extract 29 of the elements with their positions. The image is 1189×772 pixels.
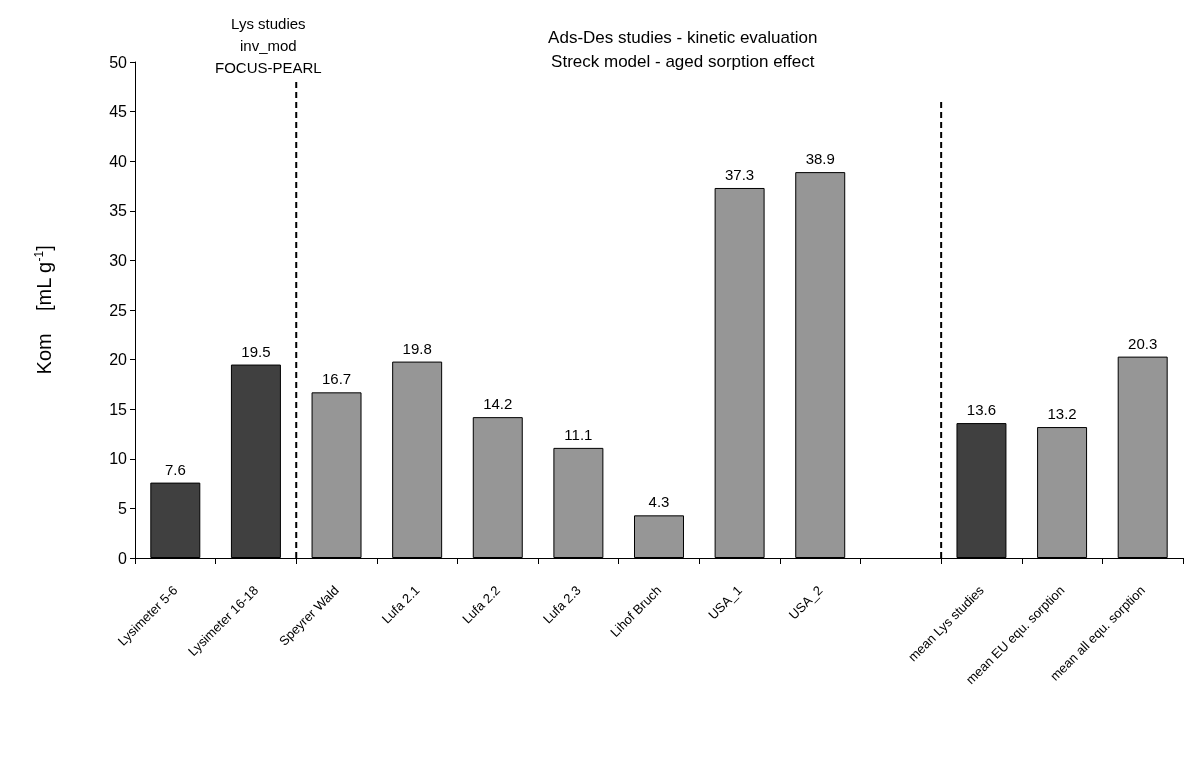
y-tick-label: 0 bbox=[118, 549, 128, 567]
y-tick-label: 50 bbox=[109, 53, 128, 71]
y-tick-label: 30 bbox=[109, 251, 128, 269]
data-label: 7.6 bbox=[164, 460, 186, 478]
y-tick-label: 45 bbox=[109, 103, 128, 121]
data-label: 20.3 bbox=[1128, 334, 1158, 352]
data-label: 13.6 bbox=[966, 401, 997, 419]
y-tick-label: 5 bbox=[118, 499, 128, 517]
data-label: 13.2 bbox=[1047, 405, 1077, 423]
x-tick-label: Lufa 2.2 bbox=[459, 582, 504, 627]
annotation: Lys studies inv_mod FOCUS-PEARL bbox=[215, 14, 322, 76]
y-tick-label: 10 bbox=[109, 450, 128, 468]
data-label: 4.3 bbox=[648, 493, 670, 511]
x-tick-label: Lufa 2.1 bbox=[378, 582, 423, 627]
data-label: 37.3 bbox=[725, 165, 755, 183]
data-label: 19.5 bbox=[241, 342, 271, 360]
y-axis-title: Kom [mL g-1] bbox=[32, 245, 55, 375]
y-tick-label: 35 bbox=[109, 202, 128, 220]
chart-title: Ads-Des studies - kinetic evaluation Streck model - aged sorption effect bbox=[548, 27, 818, 71]
data-label: 38.9 bbox=[805, 150, 835, 168]
data-label: 11.1 bbox=[564, 425, 593, 443]
y-tick-label: 25 bbox=[109, 301, 128, 319]
y-tick-label: 40 bbox=[109, 152, 128, 170]
data-label: 16.7 bbox=[321, 370, 352, 388]
x-tick-label: Lufa 2.3 bbox=[539, 582, 584, 627]
y-tick-label: 15 bbox=[109, 400, 128, 418]
data-label: 14.2 bbox=[483, 395, 513, 413]
data-label: 19.8 bbox=[402, 339, 432, 357]
y-tick-label: 20 bbox=[109, 351, 128, 369]
